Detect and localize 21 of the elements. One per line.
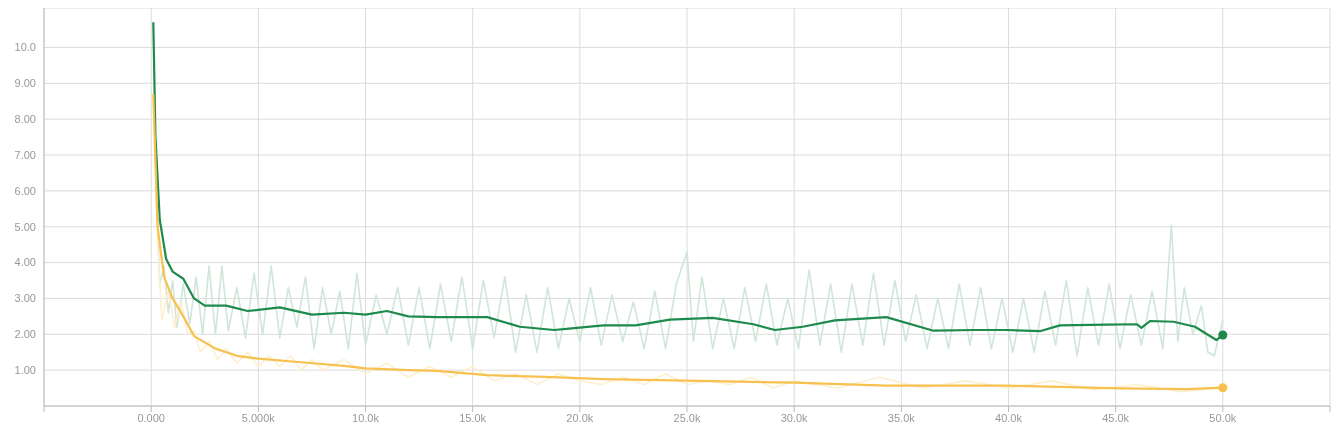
x-tick-label: 0.000 — [137, 411, 165, 424]
x-tick-label: 30.0k — [780, 411, 809, 424]
y-tick-label: 7.00 — [14, 148, 36, 161]
y-tick-label: 4.00 — [14, 256, 36, 269]
x-tick-label: 35.0k — [887, 411, 916, 424]
y-tick-label: 9.00 — [14, 77, 36, 90]
x-tick-label: 10.0k — [352, 411, 380, 424]
x-tick-label: 20.0k — [566, 411, 594, 424]
x-tick-label: 5.000k — [241, 411, 276, 424]
y-tick-label: 6.00 — [14, 184, 36, 197]
x-tick-label: 50.0k — [1209, 411, 1237, 424]
x-tick-label: 25.0k — [673, 411, 701, 424]
x-tick-label: 15.0k — [459, 411, 487, 424]
y-tick-label: 5.00 — [14, 220, 36, 233]
y-tick-label: 2.00 — [14, 328, 36, 341]
y-tick-label: 8.00 — [14, 113, 36, 126]
y-tick-label: 1.00 — [14, 364, 36, 377]
y-tick-label: 3.00 — [14, 292, 36, 305]
x-tick-label: 45.0k — [1102, 411, 1130, 424]
y-tick-label: 10.0 — [14, 41, 36, 54]
x-tick-label: 40.0k — [995, 411, 1023, 424]
